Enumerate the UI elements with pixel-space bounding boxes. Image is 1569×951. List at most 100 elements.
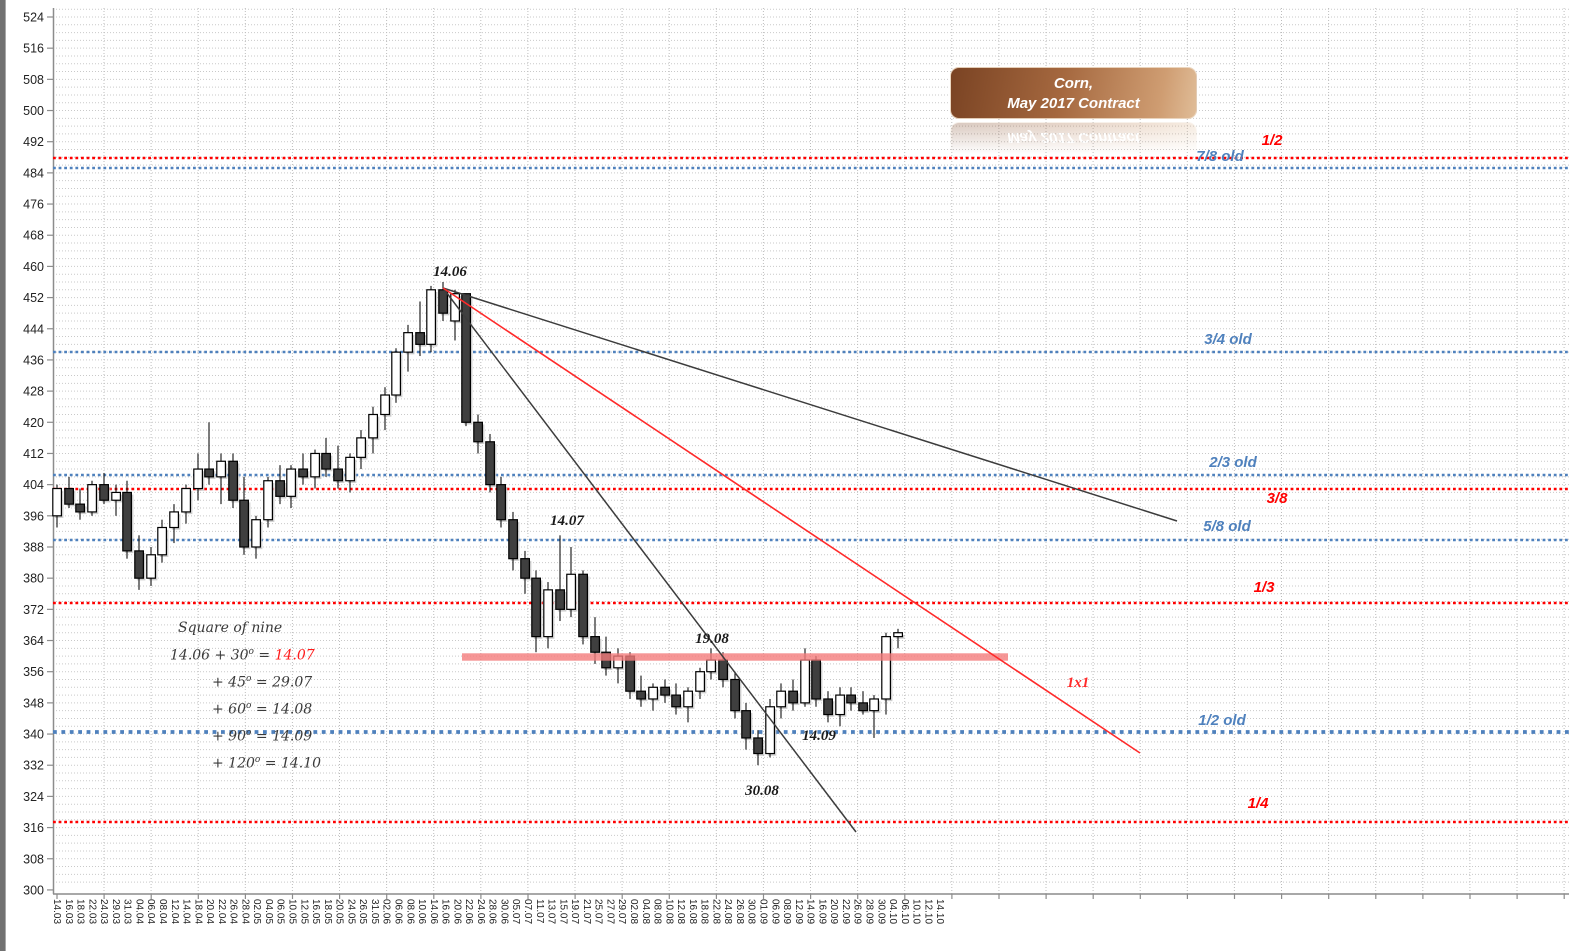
- candle-body: [157, 526, 168, 556]
- candle: [578, 570, 590, 645]
- candle: [333, 445, 345, 489]
- level-3-4-old: 3/4 old: [53, 331, 1569, 354]
- candle-body: [228, 460, 239, 501]
- candle-body: [695, 671, 705, 692]
- candle: [555, 535, 567, 622]
- candle: [52, 484, 64, 528]
- candle-body: [671, 694, 681, 708]
- candle: [111, 484, 123, 516]
- svg-text:19.07: 19.07: [569, 899, 580, 924]
- axes: [52, 8, 1569, 899]
- candle-body: [578, 573, 588, 638]
- svg-text:06.05: 06.05: [275, 899, 286, 924]
- svg-text:13.07: 13.07: [546, 899, 557, 924]
- svg-text:420: 420: [23, 416, 44, 430]
- candle: [531, 570, 543, 653]
- candle-body: [251, 519, 262, 548]
- gann-line-steep: [442, 287, 857, 833]
- svg-text:396: 396: [23, 509, 44, 523]
- candle: [228, 453, 240, 509]
- level-label: 1/4: [1248, 795, 1270, 812]
- candle-body: [286, 468, 296, 497]
- svg-text:06.10: 06.10: [899, 899, 910, 924]
- candle: [730, 671, 742, 719]
- candle-body: [485, 441, 495, 486]
- candle-body: [403, 332, 413, 353]
- svg-text:02.05: 02.05: [251, 899, 262, 924]
- svg-text:02.08: 02.08: [628, 899, 639, 924]
- svg-text:348: 348: [23, 696, 44, 710]
- candle: [134, 535, 146, 590]
- chart-title-reflection: Corn, May 2017 Contract: [950, 122, 1197, 174]
- level-1-2-old: 1/2 old: [53, 712, 1569, 734]
- chart-title-line1: Corn,: [1053, 75, 1094, 92]
- svg-text:20.09: 20.09: [828, 899, 839, 924]
- candle-body: [636, 690, 646, 700]
- svg-text:468: 468: [23, 229, 44, 243]
- candle: [380, 387, 392, 431]
- candle-body: [683, 690, 693, 708]
- candle: [660, 679, 672, 703]
- candle: [99, 472, 111, 505]
- level-7-8-old: 7/8 old: [53, 148, 1569, 170]
- svg-text:324: 324: [23, 790, 44, 804]
- candle: [426, 285, 438, 353]
- candle-body: [543, 589, 553, 638]
- candle: [275, 465, 287, 505]
- candle: [753, 730, 765, 766]
- level-label: 1/2 old: [1198, 712, 1246, 729]
- candle-body: [216, 460, 227, 478]
- level-1-2: 1/2: [53, 132, 1569, 160]
- candle: [415, 301, 427, 357]
- candle-body: [450, 293, 460, 322]
- svg-text:18.08: 18.08: [699, 899, 710, 924]
- candle-body: [391, 351, 401, 396]
- candle-body: [869, 698, 879, 712]
- svg-text:22.04: 22.04: [216, 899, 227, 924]
- svg-text:28.09: 28.09: [863, 899, 874, 924]
- candle-body: [134, 550, 145, 579]
- chart-title: Corn, May 2017 Contract: [950, 67, 1197, 119]
- candle: [169, 504, 181, 544]
- svg-text:14.10: 14.10: [934, 899, 945, 924]
- candle: [846, 687, 858, 711]
- candle: [683, 687, 695, 723]
- svg-text:16.08: 16.08: [687, 899, 698, 924]
- candle-body: [625, 655, 635, 692]
- svg-text:12.05: 12.05: [298, 899, 309, 924]
- level-label: 5/8 old: [1203, 518, 1251, 535]
- svg-text:08.08: 08.08: [652, 899, 663, 924]
- candle: [193, 453, 205, 501]
- square-of-nine-row-1: 14.06 + 30o = 14.07: [170, 646, 315, 664]
- svg-text:22.09: 22.09: [840, 899, 851, 924]
- svg-text:24.05: 24.05: [345, 899, 356, 924]
- svg-text:10.08: 10.08: [663, 899, 674, 924]
- candle-body: [87, 484, 98, 513]
- annotation-14-07: 14.07: [550, 513, 584, 529]
- candle-body: [310, 452, 320, 478]
- candle: [520, 550, 532, 594]
- svg-text:14.04: 14.04: [181, 899, 192, 924]
- svg-text:10.05: 10.05: [287, 899, 298, 924]
- svg-text:516: 516: [23, 42, 44, 56]
- level-label: 3/4 old: [1204, 331, 1252, 348]
- annotation-30-08: 30.08: [744, 783, 779, 799]
- candle-body: [64, 487, 75, 505]
- candle-body: [590, 636, 600, 653]
- candle: [508, 511, 520, 571]
- candle: [776, 683, 788, 719]
- svg-text:444: 444: [23, 322, 44, 336]
- candle-body: [508, 519, 518, 560]
- candle-body: [263, 480, 273, 521]
- candle: [648, 683, 660, 711]
- candle: [496, 476, 508, 528]
- candle: [543, 582, 555, 649]
- candle-body: [648, 686, 658, 700]
- candle: [788, 679, 800, 711]
- svg-text:31.05: 31.05: [369, 899, 380, 924]
- x-axis-labels: 14.03 16.03 18.03 22.03 24.03 29.03 31.03 04.04…: [51, 899, 945, 924]
- svg-text:340: 340: [23, 728, 44, 742]
- candle: [765, 698, 777, 758]
- candle: [345, 453, 357, 493]
